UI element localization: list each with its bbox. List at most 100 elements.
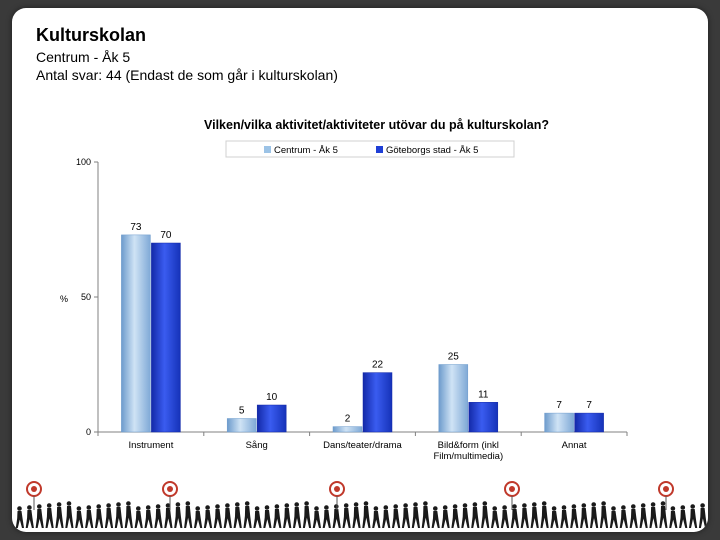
walking-figure-icon <box>491 506 500 528</box>
walking-figure-icon <box>55 502 64 528</box>
bar-chart: Vilken/vilka aktivitet/aktiviteter utöva… <box>60 118 628 462</box>
y-axis-label: % <box>60 294 68 304</box>
bar <box>438 364 469 433</box>
walking-figure-icon <box>223 503 232 528</box>
walking-figure-icon <box>164 503 173 528</box>
bar <box>544 412 574 433</box>
walking-figure-icon <box>471 502 480 528</box>
walking-figure-icon <box>540 501 549 528</box>
legend-label: Göteborgs stad - Åk 5 <box>386 145 478 156</box>
bar <box>362 372 393 433</box>
data-label: 11 <box>478 389 489 400</box>
target-icon-center <box>31 486 37 492</box>
legend-swatch <box>264 146 271 153</box>
walking-figure-icon <box>619 505 628 528</box>
walking-figure-icon <box>669 506 678 528</box>
walking-figure-icon <box>510 504 519 528</box>
walking-figure-icon <box>639 503 648 528</box>
target-icon-center <box>509 486 515 492</box>
walking-figure-icon <box>649 502 658 528</box>
walking-figure-icon <box>15 506 24 528</box>
walking-figure-icon <box>312 506 321 528</box>
walking-figure-icon <box>698 503 708 528</box>
walking-figure-icon <box>263 505 272 528</box>
data-label: 22 <box>372 360 384 371</box>
walking-figure-icon <box>629 504 638 528</box>
legend-box <box>225 140 515 158</box>
walking-figure-icon <box>580 503 589 528</box>
walking-figure-icon <box>293 502 302 528</box>
walking-figure-icon <box>184 501 193 528</box>
walking-figure-icon <box>659 501 668 528</box>
walking-figure-icon <box>352 502 361 528</box>
walking-figure-icon <box>203 505 213 528</box>
walking-figure-icon <box>500 505 510 528</box>
legend-label: Centrum - Åk 5 <box>274 145 338 156</box>
footer-strip <box>15 481 708 528</box>
walking-figure-icon <box>342 503 351 528</box>
bar <box>332 426 363 433</box>
data-label: 73 <box>130 222 142 233</box>
respondent-count: Antal svar: 44 (Endast de som går i kult… <box>36 67 338 83</box>
slide-subtitle: Centrum - Åk 5 <box>36 49 131 65</box>
walking-figure-icon <box>302 501 312 528</box>
category-label: Annat <box>562 440 587 451</box>
walking-figure-icon <box>520 503 529 528</box>
legend-swatch <box>376 146 383 153</box>
walking-figure-icon <box>144 505 153 528</box>
walking-figure-icon <box>65 501 74 528</box>
walking-figure-icon <box>451 504 460 528</box>
walking-figure-icon <box>372 506 381 528</box>
walking-figure-icon <box>194 506 203 528</box>
slide-title: Kulturskolan <box>36 25 147 45</box>
target-icon-center <box>334 486 340 492</box>
walking-figure-icon <box>689 504 698 528</box>
walking-figure-icon <box>95 504 104 528</box>
walking-figure-icon <box>45 503 54 528</box>
walking-figure-icon <box>411 502 420 528</box>
bar <box>574 412 604 433</box>
walking-figure-icon <box>392 504 401 528</box>
walking-figure-icon <box>560 505 569 528</box>
data-label: 7 <box>556 400 562 411</box>
y-tick-label: 50 <box>81 292 91 302</box>
walking-figure-icon <box>35 504 44 528</box>
walking-figure-icon <box>550 506 559 528</box>
walking-figure-icon <box>124 501 133 528</box>
walking-figure-icon <box>154 504 163 528</box>
walking-figure-icon <box>243 501 252 528</box>
category-label: Instrument <box>128 440 173 451</box>
walking-figure-icon <box>431 506 440 528</box>
walking-figure-icon <box>609 506 618 528</box>
y-tick-label: 0 <box>86 427 91 437</box>
bar <box>226 418 257 433</box>
walking-figure-icon <box>570 504 579 528</box>
target-icon-center <box>663 486 669 492</box>
category-label: Bild&form (inkl <box>438 440 499 451</box>
category-label: Dans/teater/drama <box>323 440 402 451</box>
walking-figure-icon <box>382 505 391 528</box>
data-label: 25 <box>448 352 460 363</box>
walking-figure-icon <box>322 505 331 528</box>
data-label: 7 <box>586 400 592 411</box>
walking-figure-icon <box>104 503 114 528</box>
bar <box>151 242 181 433</box>
walking-figure-icon <box>134 506 143 528</box>
walking-figure-icon <box>85 505 94 528</box>
walking-figure-icon <box>362 501 371 528</box>
walking-figure-icon <box>273 504 282 528</box>
y-tick-label: 100 <box>76 157 91 167</box>
data-label: 5 <box>239 406 245 417</box>
data-label: 2 <box>345 414 351 425</box>
data-label: 70 <box>160 230 172 241</box>
walking-figure-icon <box>233 502 242 528</box>
walking-figure-icon <box>25 505 34 528</box>
walking-figure-icon <box>114 502 123 528</box>
category-label: Film/multimedia) <box>433 451 503 462</box>
walking-figure-icon <box>283 503 292 528</box>
walking-figure-icon <box>530 502 539 528</box>
walking-figure-icon <box>441 505 450 528</box>
walking-figure-icon <box>679 505 688 528</box>
walking-figure-icon <box>461 503 470 528</box>
walking-figure-icon <box>174 502 183 528</box>
